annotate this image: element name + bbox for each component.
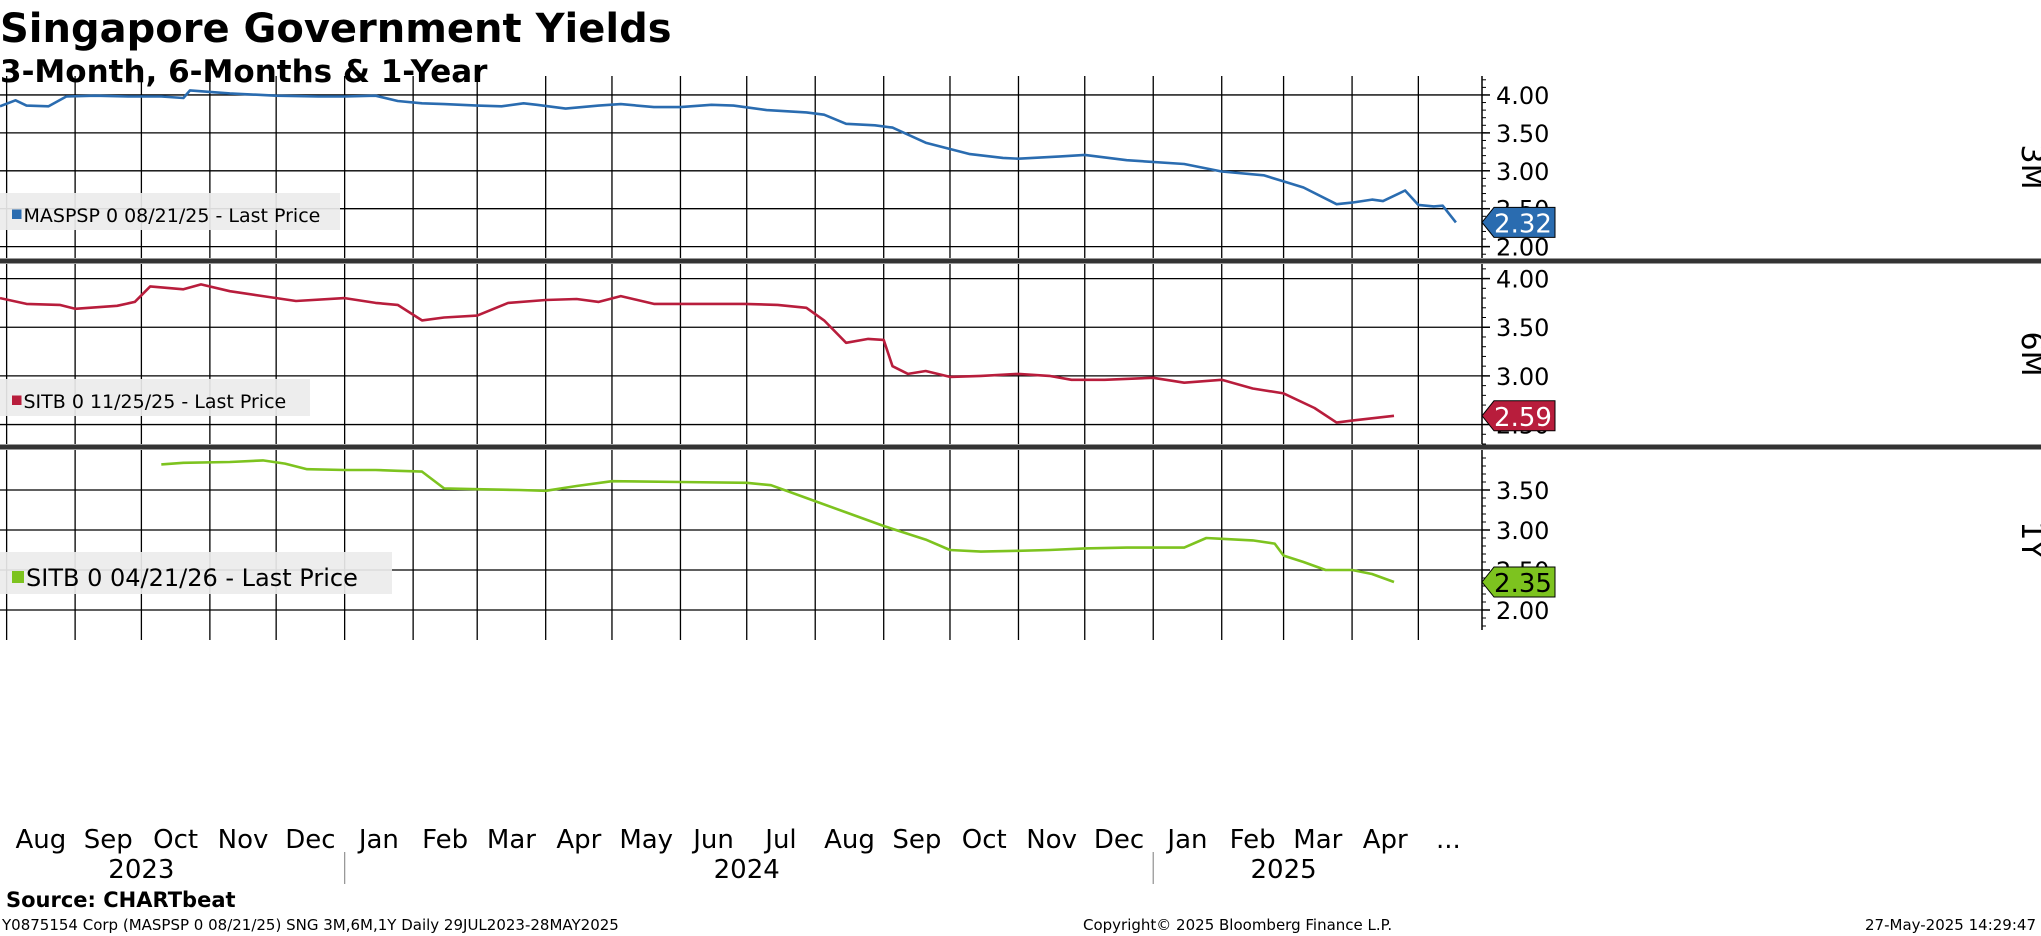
legend-box-1Y	[0, 552, 392, 594]
x-tick-label-14: Oct	[962, 825, 1007, 855]
x-tick-label-16: Dec	[1094, 825, 1144, 855]
x-tick-label-15: Nov	[1026, 825, 1077, 855]
x-tick-label-8: Apr	[556, 825, 601, 855]
series-line-6M	[0, 283, 1395, 424]
y-tick-label-3M-2: 3.00	[1496, 158, 1549, 186]
legend-layer: MASPSP 0 08/21/25 - Last Price SITB 0 11/…	[0, 193, 392, 594]
footer-center: Copyright© 2025 Bloomberg Finance L.P.	[1083, 916, 1392, 934]
series-line-1Y	[161, 459, 1395, 584]
y-tick-label-6M-0: 4.00	[1496, 266, 1549, 294]
x-tick-label-4: Dec	[285, 825, 335, 855]
last-value-tag-3M	[1481, 206, 1556, 238]
x-tick-label-1: Sep	[84, 825, 133, 855]
x-tick-label-3: Nov	[218, 825, 269, 855]
grid-layer	[0, 76, 1482, 630]
axes-layer: 4.003.503.002.502.003M2.324.003.503.002.…	[0, 76, 2041, 630]
x-tick-label-6: Feb	[422, 825, 468, 855]
y-tick-label-3M-1: 3.50	[1496, 120, 1549, 148]
x-year-label-2025: 2025	[1250, 855, 1316, 885]
x-tick-label-7: Mar	[487, 825, 536, 855]
y-tick-label-1Y-1: 3.00	[1496, 517, 1549, 545]
x-year-label-2024: 2024	[714, 855, 780, 885]
y-tick-label-3M-0: 4.00	[1496, 82, 1549, 110]
legend-box-6M	[0, 379, 310, 416]
x-tick-label-9: May	[619, 825, 673, 855]
legend-label-6M: SITB 0 11/25/25 - Last Price	[24, 391, 287, 413]
last-value-label-6M: 2.59	[1494, 403, 1552, 433]
last-value-tag-6M	[1481, 400, 1556, 432]
y-tick-label-6M-1: 3.50	[1496, 314, 1549, 342]
x-tick-label-5: Jan	[357, 825, 399, 855]
x-year-label-2023: 2023	[108, 855, 174, 885]
x-tick-label-13: Sep	[892, 825, 941, 855]
x-tick-label-18: Feb	[1230, 825, 1276, 855]
x-axis: Aug Sep Oct Nov Dec Jan Feb Mar Apr May Jun Jul Aug S…	[5, 630, 1461, 885]
panel-label-6M: 6M	[2014, 332, 2041, 377]
legend-swatch-3M	[12, 209, 22, 219]
legend-label-3M: MASPSP 0 08/21/25 - Last Price	[24, 205, 321, 227]
panel-label-3M: 3M	[2014, 145, 2041, 190]
footer-left: Y0875154 Corp (MASPSP 0 08/21/25) SNG 3M…	[1, 916, 619, 934]
panel-label-1Y: 1Y	[2014, 521, 2041, 559]
x-tick-label-10: Jun	[691, 825, 734, 855]
x-tick-label-0: Aug	[15, 825, 66, 855]
y-tick-label-6M-2: 3.00	[1496, 363, 1549, 391]
legend-box-3M	[0, 193, 340, 230]
y-tick-label-1Y-3: 2.00	[1496, 597, 1549, 625]
legend-swatch-6M	[12, 395, 22, 405]
y-tick-label-3M-4: 2.00	[1496, 234, 1549, 262]
x-tick-label-12: Aug	[824, 825, 875, 855]
x-tick-label-20: Apr	[1363, 825, 1408, 855]
chart-title: Singapore Government Yields	[0, 6, 672, 52]
x-tick-label-17: Jan	[1165, 825, 1207, 855]
x-tick-label-11: Jul	[763, 825, 796, 855]
legend-label-1Y: SITB 0 04/21/26 - Last Price	[26, 564, 358, 592]
last-value-label-3M: 2.32	[1494, 209, 1552, 239]
x-tick-label-2: Oct	[153, 825, 198, 855]
footer-right: 27-May-2025 14:29:47	[1865, 916, 2036, 934]
series-line-3M	[0, 89, 1457, 224]
chart-subtitle: 3-Month, 6-Months & 1-Year	[0, 54, 488, 90]
series-layer	[0, 89, 1457, 584]
source-text: Source: CHARTbeat	[6, 888, 236, 912]
last-value-label-1Y: 2.35	[1494, 569, 1552, 599]
legend-swatch-1Y	[12, 571, 24, 583]
y-tick-label-1Y-0: 3.50	[1496, 477, 1549, 505]
x-tick-label-21: ...	[1436, 825, 1461, 855]
x-tick-label-19: Mar	[1293, 825, 1342, 855]
last-value-tag-1Y	[1481, 566, 1556, 598]
